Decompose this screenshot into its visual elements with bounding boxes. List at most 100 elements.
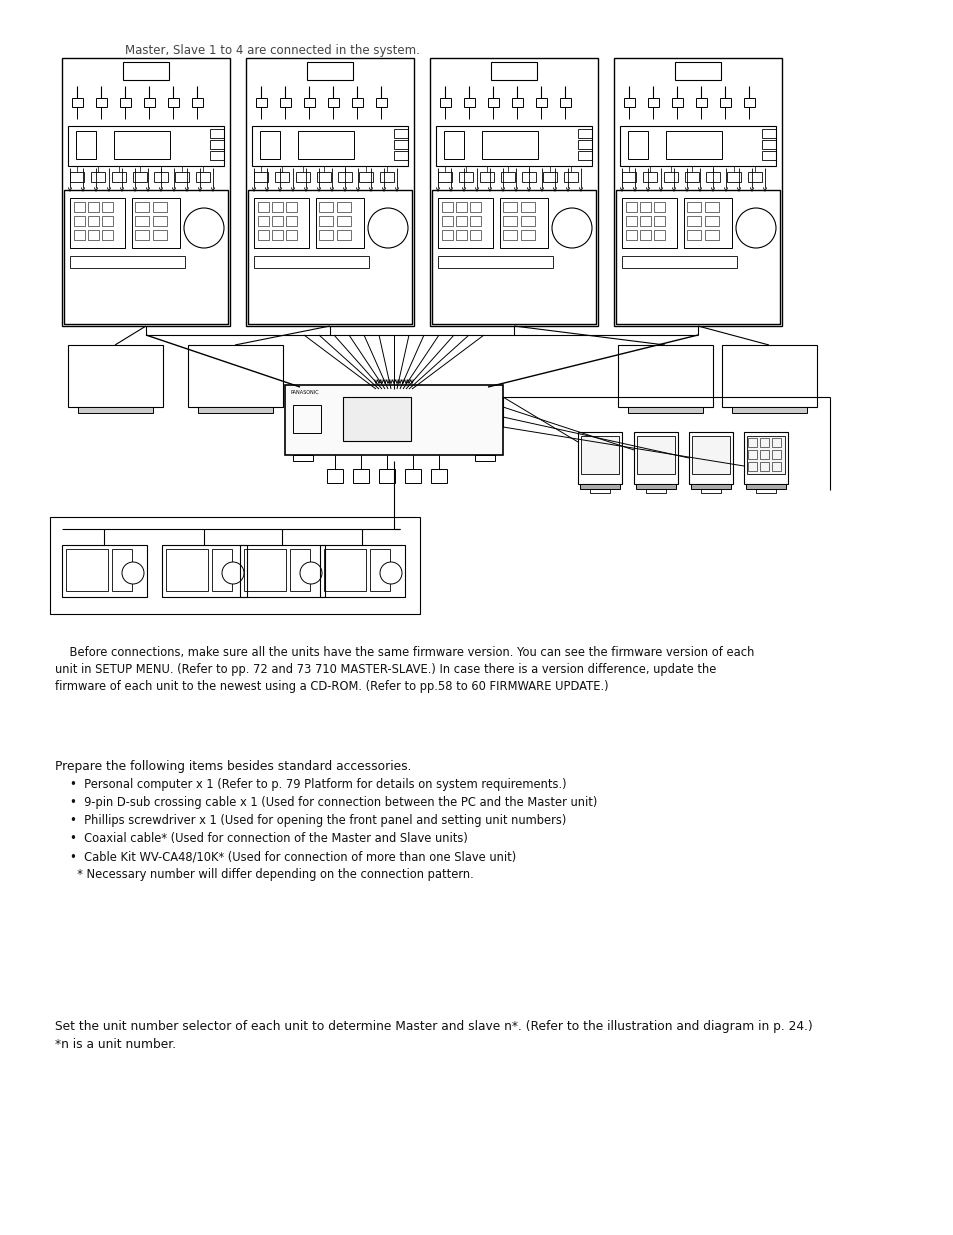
Text: * Necessary number will differ depending on the connection pattern.: * Necessary number will differ depending… [70, 868, 474, 881]
Bar [64, 190, 228, 324]
Bar [443, 131, 463, 159]
Bar [645, 489, 665, 493]
Bar [441, 216, 453, 226]
Bar [255, 98, 267, 107]
Bar [580, 436, 618, 474]
Bar [521, 172, 536, 182]
Bar [578, 432, 621, 484]
Bar [198, 408, 273, 412]
Bar [720, 98, 730, 107]
Bar [316, 172, 331, 182]
Bar [431, 469, 447, 483]
Bar [394, 151, 408, 161]
Bar [578, 140, 592, 149]
Bar [96, 98, 107, 107]
Bar [324, 550, 366, 592]
Bar [210, 140, 224, 149]
Text: •  Cable Kit WV-CA48/10K* (Used for connection of more than one Slave unit): • Cable Kit WV-CA48/10K* (Used for conne… [70, 850, 516, 863]
Bar [502, 230, 517, 240]
Bar [690, 484, 730, 489]
Bar [62, 58, 230, 326]
Bar [274, 172, 289, 182]
Bar [286, 203, 296, 212]
Bar [135, 230, 149, 240]
Bar [290, 550, 310, 592]
Bar [479, 172, 494, 182]
Bar [152, 216, 167, 226]
Bar [616, 190, 780, 324]
Bar [253, 198, 309, 248]
Bar [579, 484, 619, 489]
Bar [337, 172, 352, 182]
Bar [746, 436, 784, 474]
Bar [747, 462, 757, 471]
Bar [589, 489, 609, 493]
Bar [627, 131, 647, 159]
Bar [456, 216, 467, 226]
Bar [152, 230, 167, 240]
Bar [618, 345, 712, 408]
Bar [76, 131, 96, 159]
Bar [253, 172, 268, 182]
Bar [112, 550, 132, 592]
Text: firmware of each unit to the newest using a CD-ROM. (Refer to pp.58 to 60 FIRMWA: firmware of each unit to the newest usin… [55, 680, 608, 693]
Bar [456, 203, 467, 212]
Bar [686, 203, 700, 212]
Bar [755, 489, 775, 493]
Bar [295, 172, 310, 182]
Bar [437, 256, 553, 268]
Bar [240, 545, 325, 597]
Bar [760, 438, 768, 447]
Bar [747, 450, 757, 459]
Bar [636, 484, 676, 489]
Bar [166, 550, 208, 592]
Bar [439, 98, 451, 107]
Bar [88, 216, 99, 226]
Bar [654, 203, 664, 212]
Bar [760, 450, 768, 459]
Bar [488, 98, 498, 107]
Bar [705, 172, 720, 182]
Bar [304, 98, 314, 107]
Circle shape [368, 207, 408, 248]
Bar [62, 545, 147, 597]
Bar [188, 345, 283, 408]
Bar [688, 432, 732, 484]
Bar [696, 98, 706, 107]
Bar [102, 216, 112, 226]
Bar [192, 98, 203, 107]
Bar [405, 469, 420, 483]
Bar [771, 438, 781, 447]
Bar [639, 216, 650, 226]
Bar [731, 408, 806, 412]
Bar [665, 131, 721, 159]
Bar [135, 216, 149, 226]
Bar [663, 172, 678, 182]
Bar [152, 203, 167, 212]
Bar [74, 230, 85, 240]
Bar [542, 172, 557, 182]
Bar [458, 172, 473, 182]
Bar [132, 172, 147, 182]
Bar [686, 230, 700, 240]
Bar [621, 172, 636, 182]
Bar [123, 62, 169, 80]
Bar [614, 58, 781, 326]
Circle shape [122, 562, 144, 584]
Bar [761, 128, 775, 138]
Bar [436, 126, 592, 165]
Bar [286, 230, 296, 240]
Text: Set the unit number selector of each unit to determine Master and slave n*. (Ref: Set the unit number selector of each uni… [55, 1020, 812, 1032]
Circle shape [552, 207, 592, 248]
Bar [113, 131, 170, 159]
Bar [559, 98, 571, 107]
Bar [70, 172, 84, 182]
Bar [257, 203, 269, 212]
Bar [210, 151, 224, 161]
Bar [520, 203, 535, 212]
Text: •  Phillips screwdriver x 1 (Used for opening the front panel and setting unit n: • Phillips screwdriver x 1 (Used for ope… [70, 814, 566, 827]
Bar [683, 198, 731, 248]
Bar [743, 98, 754, 107]
Bar [700, 489, 720, 493]
Bar [502, 216, 517, 226]
